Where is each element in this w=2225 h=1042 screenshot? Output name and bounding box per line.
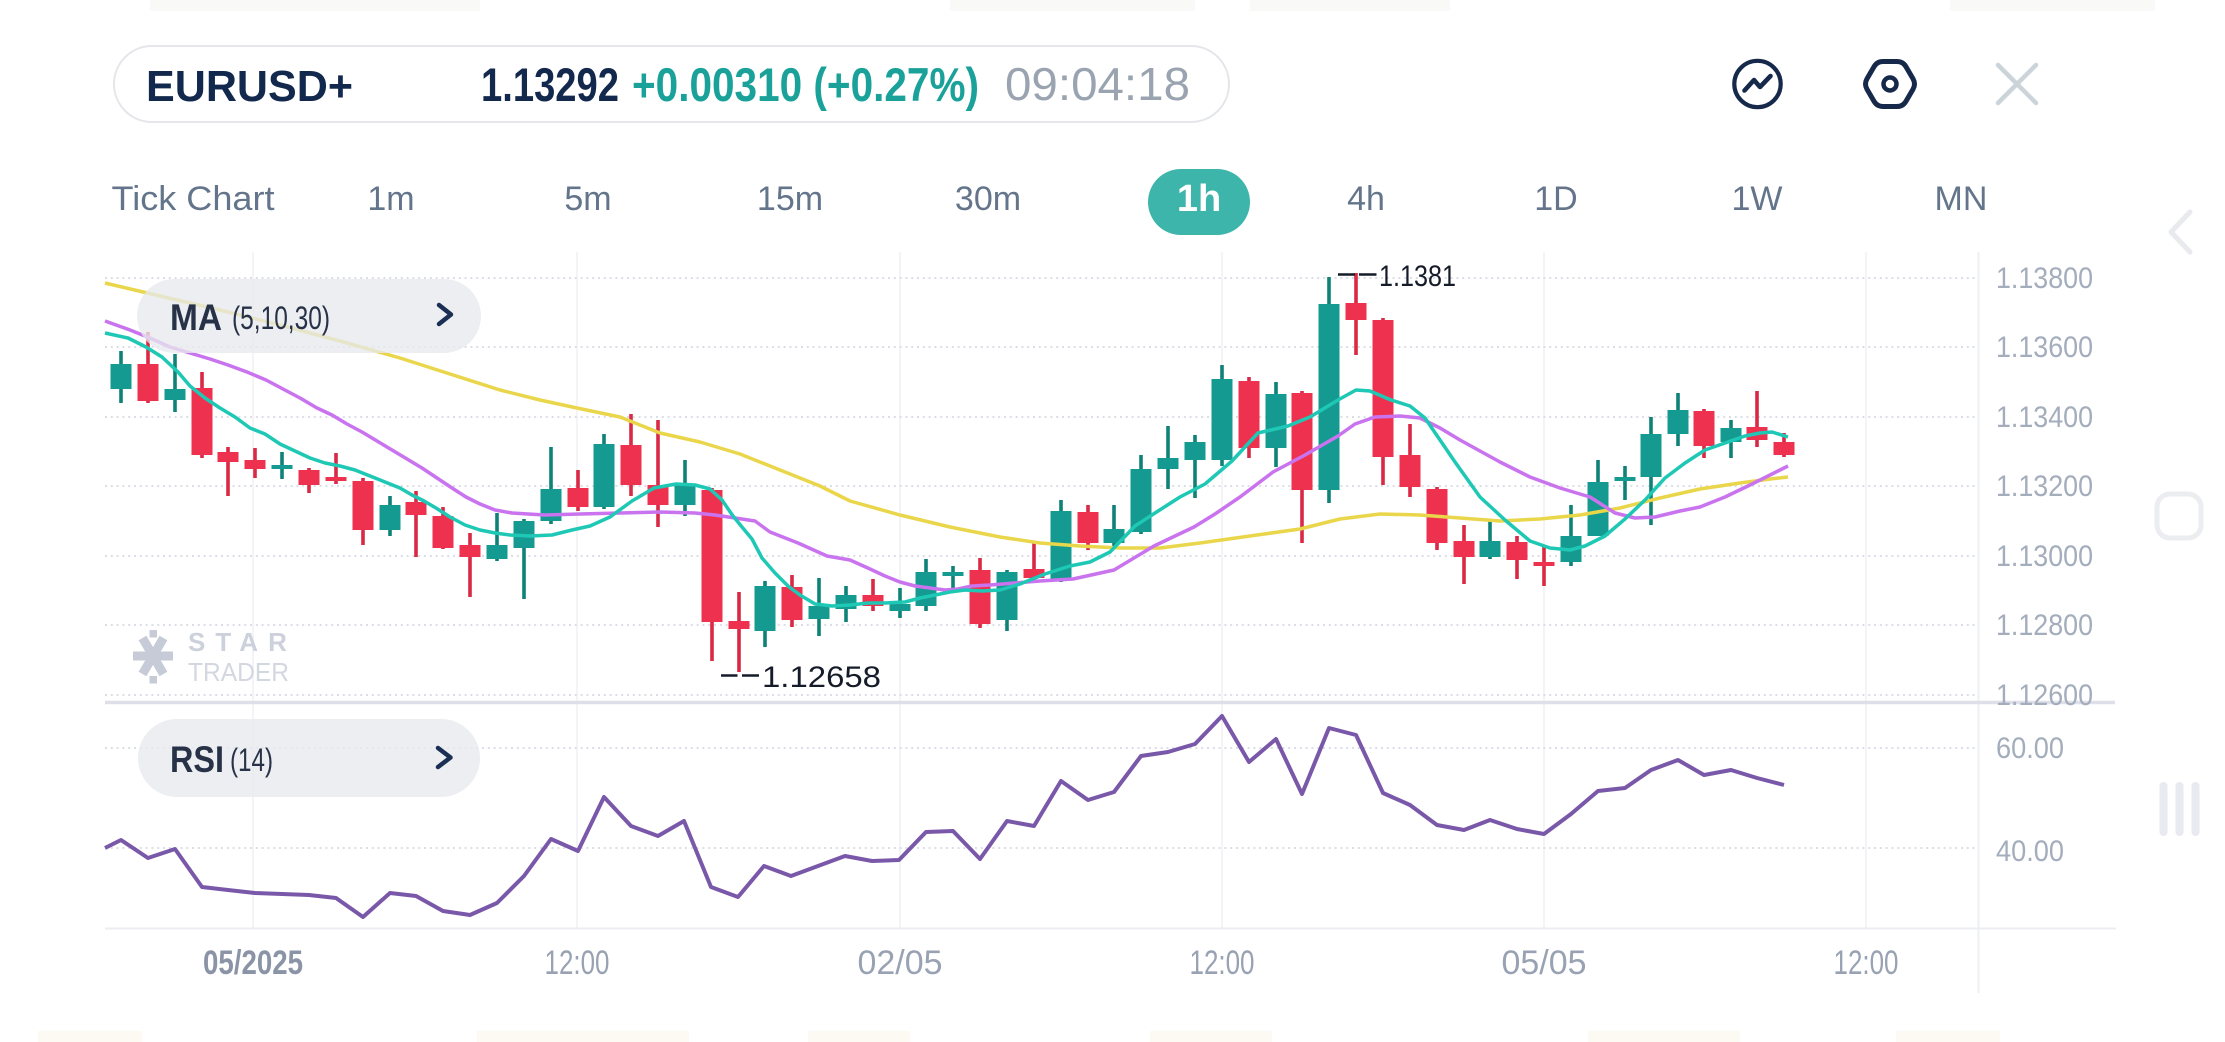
svg-text:Tick Chart: Tick Chart	[112, 180, 276, 218]
svg-text:RSI: RSI	[170, 739, 224, 780]
svg-text:1.13400: 1.13400	[1996, 401, 2093, 434]
svg-text:1m: 1m	[367, 180, 414, 218]
svg-text:1h: 1h	[1177, 178, 1221, 220]
svg-text:TRADER: TRADER	[188, 657, 289, 687]
svg-text:1.13200: 1.13200	[1996, 470, 2093, 503]
svg-text:1W: 1W	[1732, 180, 1783, 218]
svg-text:12:00: 12:00	[1190, 944, 1255, 982]
svg-text:12:00: 12:00	[545, 944, 610, 982]
svg-text:MA: MA	[170, 297, 222, 338]
svg-text:15m: 15m	[757, 180, 823, 218]
svg-text:(14): (14)	[230, 742, 273, 778]
svg-text:05/2025: 05/2025	[203, 944, 303, 982]
svg-text:MN: MN	[1935, 180, 1988, 218]
svg-text:1.12600: 1.12600	[1996, 679, 2093, 712]
svg-text:STAR: STAR	[188, 627, 297, 657]
svg-text:1.13800: 1.13800	[1996, 262, 2093, 295]
svg-text:1.12658: 1.12658	[762, 661, 881, 694]
svg-text:09:04:18: 09:04:18	[1005, 58, 1190, 110]
svg-text:40.00: 40.00	[1996, 835, 2064, 868]
svg-text:1.13000: 1.13000	[1996, 540, 2093, 573]
svg-text:1.1381: 1.1381	[1379, 260, 1456, 293]
svg-text:4h: 4h	[1347, 180, 1385, 218]
svg-text:1.13292: 1.13292	[481, 58, 619, 111]
svg-text:1D: 1D	[1534, 180, 1577, 218]
svg-text:02/05: 02/05	[858, 944, 943, 982]
svg-text:(5,10,30): (5,10,30)	[232, 300, 330, 336]
svg-text:1.12800: 1.12800	[1996, 609, 2093, 642]
svg-text:60.00: 60.00	[1996, 732, 2064, 765]
svg-text:05/05: 05/05	[1502, 944, 1587, 982]
svg-text:EURUSD+: EURUSD+	[146, 62, 353, 111]
svg-text:1.13600: 1.13600	[1996, 331, 2093, 364]
svg-text:30m: 30m	[955, 180, 1021, 218]
svg-text:5m: 5m	[564, 180, 611, 218]
svg-text:12:00: 12:00	[1834, 944, 1899, 982]
svg-text:+0.00310 (+0.27%): +0.00310 (+0.27%)	[632, 58, 979, 111]
